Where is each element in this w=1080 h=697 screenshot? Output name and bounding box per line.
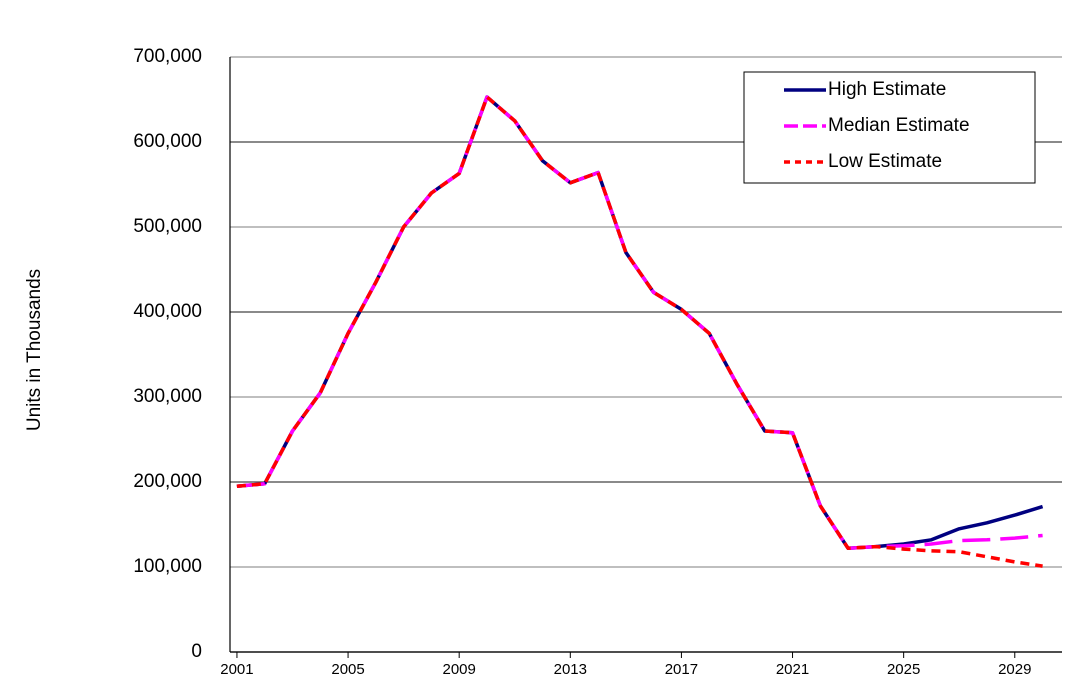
y-tick-label: 0 [191, 641, 202, 662]
x-tick-label: 2009 [442, 661, 475, 678]
x-tick-label: 2013 [554, 661, 587, 678]
y-tick-label: 300,000 [133, 386, 202, 407]
y-axis-title: Units in Thousands [24, 269, 45, 431]
x-tick-label: 2005 [331, 661, 364, 678]
y-tick-label: 400,000 [133, 301, 202, 322]
legend-label: Median Estimate [828, 115, 970, 136]
legend-label: High Estimate [828, 79, 946, 100]
y-tick-label: 100,000 [133, 556, 202, 577]
y-tick-label: 600,000 [133, 131, 202, 152]
x-tick-label: 2029 [998, 661, 1031, 678]
y-tick-label: 200,000 [133, 471, 202, 492]
x-tick-label: 2021 [776, 661, 809, 678]
x-tick-label: 2017 [665, 661, 698, 678]
y-tick-label: 500,000 [133, 216, 202, 237]
series-line [236, 95, 1043, 568]
y-tick-label: 700,000 [133, 46, 202, 67]
legend-label: Low Estimate [828, 151, 942, 172]
x-tick-label: 2001 [220, 661, 253, 678]
x-tick-label: 2025 [887, 661, 920, 678]
